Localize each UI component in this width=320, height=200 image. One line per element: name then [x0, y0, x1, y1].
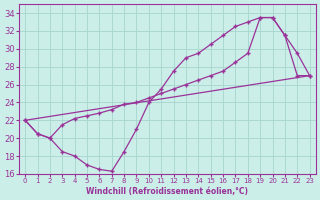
- X-axis label: Windchill (Refroidissement éolien,°C): Windchill (Refroidissement éolien,°C): [86, 187, 248, 196]
